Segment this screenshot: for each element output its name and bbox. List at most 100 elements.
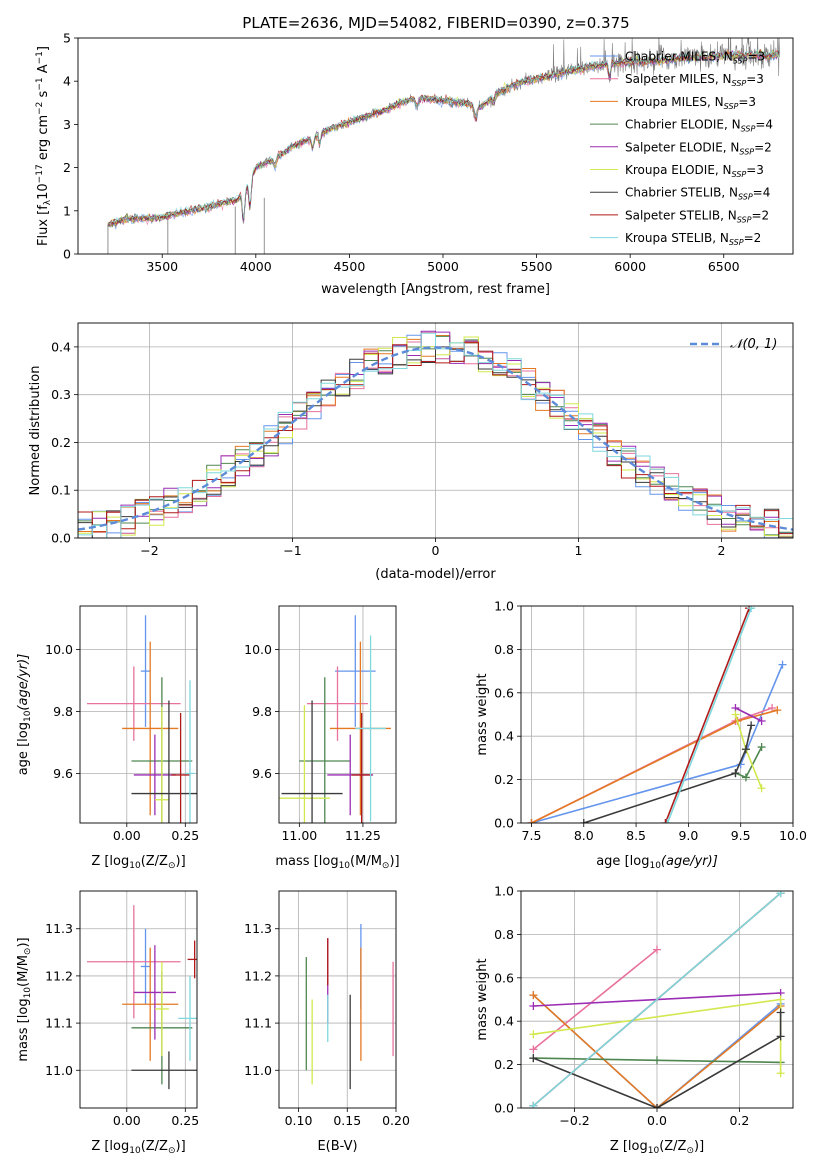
error-bars — [305, 924, 394, 1090]
y-tick-label: 11.3 — [244, 921, 272, 936]
weight-marker — [653, 1104, 661, 1108]
weight-marker — [776, 1008, 785, 1017]
weight-marker — [776, 995, 785, 1004]
weight-age-axes: 7.5 8.0 8.5 9.0 9.5 10.0 0.0 0.2 0.4 0.6 0.8 1.0 age… — [475, 599, 807, 872]
x-axis-label: Z [log10(Z/Z⊙)] — [610, 1139, 704, 1156]
legend-label: Chabrier STELIB, NSSP=4 — [625, 186, 770, 202]
x-tick-label: 10.0 — [779, 828, 807, 843]
x-tick-label: 6000 — [614, 259, 646, 274]
weight-marker — [778, 660, 787, 669]
x-tick-label: 9.0 — [678, 828, 698, 843]
weight-line — [532, 892, 782, 1107]
legend-label: Salpeter MILES, NSSP=3 — [625, 72, 764, 88]
y-tick-label: 0.0 — [51, 531, 71, 546]
y-tick-label: 11.2 — [244, 968, 272, 983]
weight-line — [666, 607, 752, 823]
spectrum-legend: Chabrier MILES, NSSP=3 Salpeter MILES, NS… — [590, 50, 773, 247]
weight-marker — [529, 1045, 538, 1054]
y-tick-label: 11.0 — [244, 1063, 272, 1078]
y-tick-label: 0.0 — [494, 816, 514, 831]
weight-marker — [747, 721, 756, 730]
y-tick-label: 0.8 — [494, 642, 514, 657]
weight-marker — [776, 891, 785, 898]
weight-line — [583, 725, 752, 823]
y-tick-label: 1 — [63, 203, 71, 218]
y-tick-label: 9.6 — [53, 766, 73, 781]
x-tick-label: 0.20 — [382, 1113, 410, 1128]
x-axis-label: Z [log10(Z/Z⊙)] — [91, 1139, 185, 1156]
x-axis-label: age [log10(age/yr)] — [596, 854, 718, 871]
axes-frame — [520, 890, 794, 1109]
weight-marker — [529, 1054, 538, 1063]
weight-line — [533, 1012, 782, 1108]
weight-marker — [747, 606, 756, 613]
x-tick-label: 11.00 — [281, 828, 317, 843]
y-axis-label: mass weight — [475, 673, 490, 755]
x-tick-label: 11.25 — [345, 828, 381, 843]
y-axis-label: Flux [fλ10−17 erg cm−2 s−1 A−1] — [35, 46, 53, 246]
y-tick-label: 1.0 — [494, 884, 514, 899]
x-tick-label: 5000 — [427, 259, 459, 274]
weight-marker — [768, 703, 777, 712]
weight-series — [527, 606, 787, 823]
axes-frame — [520, 605, 794, 824]
figure-title: PLATE=2636, MJD=54082, FIBERID=0390, z=0… — [242, 14, 629, 32]
legend-label: Salpeter STELIB, NSSP=2 — [625, 208, 769, 224]
weight-marker — [776, 1069, 785, 1078]
mass-age-axes: 11.00 11.25 9.6 9.8 10.0 mass [log10(M/M⊙)] — [244, 605, 400, 871]
weight-line — [532, 948, 658, 1051]
axes-frame — [79, 890, 198, 1109]
x-tick-label: 0 — [432, 543, 440, 558]
y-tick-label: 4 — [63, 74, 71, 89]
y-tick-label: 11.2 — [45, 968, 73, 983]
y-tick-label: 11.3 — [45, 921, 73, 936]
z-mass-axes: 0.00 0.25 11.0 11.1 11.2 11.3 Z [log10(Z/Z⊙)] m… — [16, 890, 199, 1156]
ebv-mass-axes: 0.10 0.15 0.20 11.0 11.1 11.2 11.3 E(B-V) — [244, 890, 410, 1154]
x-tick-label: 4000 — [240, 259, 272, 274]
histograms — [78, 330, 793, 538]
y-tick-label: 0.8 — [494, 927, 514, 942]
z-age-axes: 0.00 0.25 9.6 9.8 10.0 Z [log10(Z/Z⊙)] age [lo… — [16, 605, 199, 871]
x-tick-label: 8.5 — [626, 828, 646, 843]
weight-marker — [529, 1002, 538, 1011]
x-tick-label: 0.10 — [285, 1113, 313, 1128]
weight-marker — [529, 1101, 538, 1108]
y-tick-label: 5 — [63, 31, 71, 46]
error-bars — [279, 615, 391, 823]
y-tick-label: 0.6 — [494, 685, 514, 700]
error-bars — [87, 615, 197, 823]
x-tick-label: 0.0 — [647, 1113, 667, 1128]
spectrum-axes: 3500 4000 4500 5000 5500 6000 6500 0 1 2 3 4 5 Chabri… — [35, 31, 794, 297]
y-tick-label: 0.4 — [494, 1014, 514, 1029]
spectrum-lines — [107, 38, 780, 254]
x-axis-label: mass [log10(M/M⊙)] — [275, 854, 399, 871]
y-tick-label: 11.1 — [244, 1016, 272, 1031]
x-axis-label: Z [log10(Z/Z⊙)] — [91, 854, 185, 871]
y-tick-label: 9.8 — [53, 704, 73, 719]
legend-label: Salpeter ELODIE, NSSP=2 — [625, 140, 772, 156]
gauss-legend-label: 𝒩(0, 1) — [730, 337, 777, 352]
weight-line — [664, 607, 750, 823]
weight-marker — [731, 710, 740, 719]
y-tick-label: 0.2 — [494, 772, 514, 787]
weight-marker — [757, 717, 766, 726]
x-tick-label: 5500 — [521, 259, 553, 274]
x-tick-label: 0.2 — [729, 1113, 749, 1128]
model-spectrum — [107, 49, 780, 225]
y-tick-label: 0.4 — [494, 729, 514, 744]
y-tick-label: 11.0 — [45, 1063, 73, 1078]
y-tick-label: 0.4 — [51, 339, 71, 354]
weight-marker — [757, 743, 766, 752]
weight-marker — [579, 819, 588, 823]
weight-marker — [529, 991, 538, 1000]
weight-line — [735, 707, 762, 722]
weight-marker — [529, 1030, 538, 1039]
y-tick-label: 9.6 — [252, 766, 272, 781]
y-tick-label: 0.0 — [494, 1101, 514, 1116]
y-tick-label: 10.0 — [244, 642, 272, 657]
x-tick-label: 0.00 — [113, 1113, 141, 1128]
x-tick-label: 0.25 — [171, 1113, 199, 1128]
histogram-step — [78, 341, 793, 535]
y-tick-label: 1.0 — [494, 599, 514, 614]
